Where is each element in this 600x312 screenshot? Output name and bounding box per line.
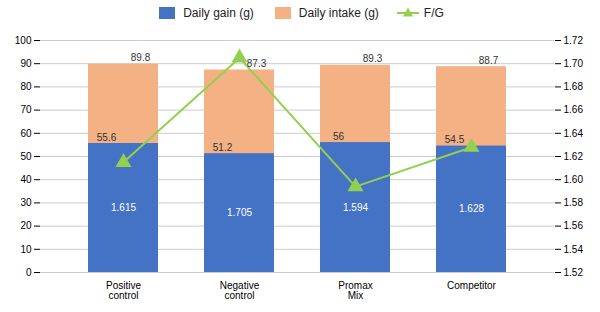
svg-text:50: 50 [20,151,32,162]
svg-text:Negativecontrol: Negativecontrol [220,280,260,301]
svg-text:0: 0 [26,267,32,278]
svg-text:87.3: 87.3 [247,58,267,69]
svg-text:60: 60 [20,128,32,139]
svg-text:89.8: 89.8 [131,52,151,63]
svg-text:1.56: 1.56 [564,220,584,231]
svg-text:1.54: 1.54 [564,244,584,255]
svg-text:54.5: 54.5 [445,134,465,145]
svg-text:1.615: 1.615 [111,202,136,213]
svg-text:56: 56 [333,131,345,142]
svg-text:10: 10 [20,244,32,255]
svg-text:Competitor: Competitor [447,280,497,291]
svg-text:89.3: 89.3 [363,53,383,64]
svg-text:1.70: 1.70 [564,58,584,69]
svg-text:Positivecontrol: Positivecontrol [106,280,141,301]
svg-text:PromaxMix: PromaxMix [338,280,372,301]
svg-text:51.2: 51.2 [213,142,233,153]
svg-text:1.66: 1.66 [564,104,584,115]
svg-text:1.62: 1.62 [564,151,584,162]
svg-text:80: 80 [20,81,32,92]
svg-text:1.594: 1.594 [343,202,368,213]
svg-text:90: 90 [20,58,32,69]
svg-text:1.68: 1.68 [564,81,584,92]
svg-text:30: 30 [20,197,32,208]
svg-text:55.6: 55.6 [97,132,117,143]
svg-text:1.52: 1.52 [564,267,584,278]
svg-text:1.628: 1.628 [459,203,484,214]
svg-text:20: 20 [20,220,32,231]
svg-text:1.58: 1.58 [564,197,584,208]
svg-text:1.60: 1.60 [564,174,584,185]
html-text:Daily gain (g): Daily gain (g) [183,6,254,20]
svg-text:88.7: 88.7 [479,55,499,66]
html-text:F/G: F/G [423,6,444,20]
svg-text:100: 100 [15,35,32,46]
svg-text:70: 70 [20,104,32,115]
svg-text:1.72: 1.72 [564,35,584,46]
svg-text:1.64: 1.64 [564,128,584,139]
svg-text:1.705: 1.705 [227,207,252,218]
svg-text:40: 40 [20,174,32,185]
html-text:Daily intake (g): Daily intake (g) [298,6,379,20]
